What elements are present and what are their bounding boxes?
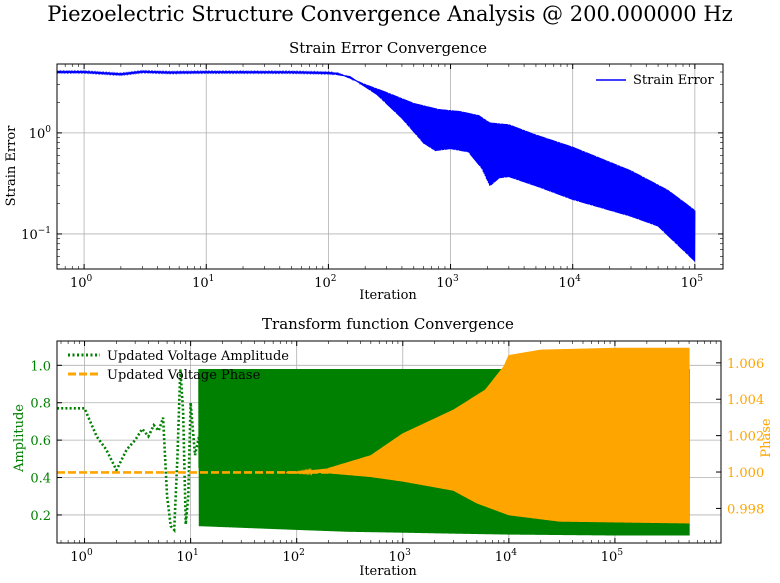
legend-strain-error-label: Strain Error [633, 73, 715, 88]
chart1-ytick-label: 10−1 [21, 226, 51, 243]
chart2-ylabel-left: Amplitude [12, 404, 27, 473]
voltage-phase-series [57, 347, 690, 524]
chart2-xtick-label: 102 [283, 548, 305, 565]
chart1-frame [56, 63, 724, 270]
chart2-ytick-label: 0.2 [30, 509, 51, 524]
strain-error-series [57, 69, 696, 263]
chart2-ytick-right-label: 1.004 [727, 393, 764, 408]
chart1-xtick-label: 100 [70, 274, 93, 291]
chart2-ytick-label: 0.6 [30, 434, 51, 449]
chart2-title: Transform function Convergence [262, 315, 514, 333]
chart2-ytick-right-label: 1.000 [727, 466, 764, 481]
chart2-ytick-label: 0.4 [30, 472, 51, 487]
chart2-ylabel-right: Phase [759, 418, 774, 458]
chart1-ticks: 100 101 102 103 104 105 10−1 100 [21, 64, 723, 291]
chart2-ytick-label: 0.8 [30, 397, 51, 412]
chart1-title: Strain Error Convergence [289, 39, 487, 57]
strain-error-chart: Strain Error Convergence 100 101 102 103 104… [4, 39, 724, 303]
transform-function-chart: Transform function Convergence 100 101 102… [12, 315, 774, 579]
chart2-ytick-right-label: 1.002 [727, 430, 764, 445]
chart2-ytick-right-label: 0.998 [727, 502, 764, 517]
chart2-ytick-label: 1.0 [30, 359, 51, 374]
chart1-legend: Strain Error [596, 73, 715, 88]
chart1-xtick-label: 101 [192, 274, 214, 291]
chart2-xtick-label: 104 [495, 548, 518, 565]
amplitude-early-line [57, 368, 223, 534]
figure-title: Piezoelectric Structure Convergence Anal… [47, 2, 733, 26]
chart2-legend: Updated Voltage Amplitude Updated Voltag… [68, 349, 289, 383]
chart2-ytick-right-label: 1.006 [727, 357, 764, 372]
phase-band [328, 347, 690, 524]
legend-amplitude-label: Updated Voltage Amplitude [107, 349, 289, 364]
chart1-xtick-label: 105 [681, 274, 704, 291]
chart1-ytick-label: 100 [29, 125, 52, 142]
chart2-xtick-label: 105 [601, 548, 624, 565]
phase-onset-line [285, 464, 342, 476]
chart1-xtick-label: 103 [436, 274, 459, 291]
chart1-xlabel: Iteration [359, 288, 417, 303]
chart2-xtick-label: 103 [389, 548, 412, 565]
legend-phase-label: Updated Voltage Phase [107, 368, 261, 383]
chart2-ticks: 100 101 102 103 104 105 0.2 0.4 0.6 0.8 1.0 0.998 1.… [30, 341, 764, 565]
chart1-ylabel: Strain Error [4, 125, 19, 207]
chart2-xlabel: Iteration [359, 564, 417, 579]
chart2-frame [56, 340, 722, 544]
chart2-xtick-label: 101 [176, 548, 198, 565]
chart1-xtick-label: 102 [314, 274, 336, 291]
strain-error-line [57, 69, 696, 263]
chart1-grid [57, 64, 723, 269]
chart1-xtick-label: 104 [559, 274, 582, 291]
chart2-xtick-label: 100 [70, 548, 93, 565]
